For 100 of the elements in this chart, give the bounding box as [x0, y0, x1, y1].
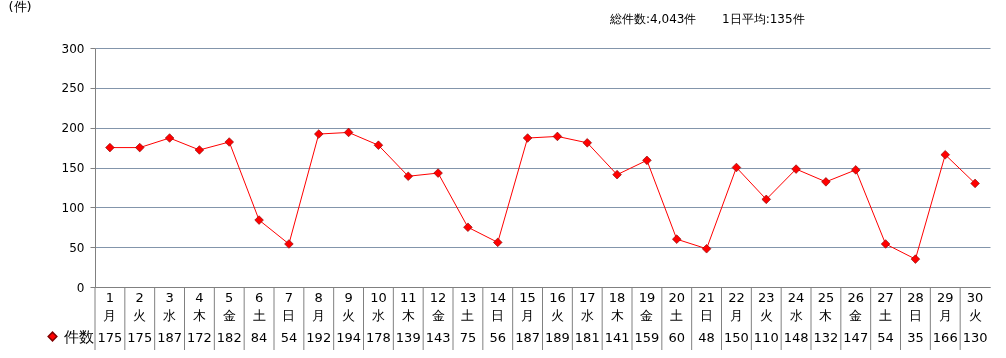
point [343, 127, 354, 138]
data-label: 194 [336, 329, 361, 345]
data-label: 110 [753, 329, 779, 345]
data-label: 150 [724, 329, 749, 345]
y-tick-label: 150 [61, 161, 85, 175]
data-label: 132 [813, 329, 839, 345]
point [851, 165, 861, 175]
data-label: 130 [962, 329, 988, 345]
x-tick-label: 9 火 [342, 289, 356, 323]
point [940, 150, 950, 160]
x-tick-label: 13 土 [459, 289, 477, 323]
data-label: 189 [545, 329, 570, 345]
x-tick-label: 16 火 [549, 289, 566, 323]
x-tick-label: 27 土 [877, 289, 894, 323]
x-tick-label: 7 日 [282, 289, 296, 323]
point [135, 142, 145, 153]
point [433, 168, 443, 178]
data-label: 182 [216, 329, 242, 345]
text: 総件数:4,043件 [609, 12, 697, 26]
point [880, 239, 891, 249]
data-label: 48 [698, 329, 715, 345]
point [731, 162, 742, 173]
x-tick-label: 6 土 [252, 289, 266, 323]
data-label: 84 [250, 329, 268, 345]
x-tick-label: 4 木 [192, 289, 206, 323]
point [105, 142, 115, 153]
data-label: 187 [157, 329, 182, 345]
data-label: 159 [634, 329, 660, 345]
x-tick-label: 20 土 [668, 289, 686, 323]
x-tick-label: 12 金 [429, 289, 447, 323]
x-tick-label: 8 月 [312, 289, 326, 323]
point [642, 155, 652, 165]
point [552, 131, 563, 142]
x-tick-label: 14 日 [489, 289, 507, 323]
data-label: 148 [783, 329, 809, 345]
x-tick-label: 23 火 [757, 289, 775, 323]
y-axis-title: (件) [8, 0, 32, 14]
data-label: 54 [280, 329, 298, 345]
y-tick-label: 50 [69, 240, 85, 255]
data-label: 187 [515, 329, 540, 345]
data-label: 175 [127, 329, 153, 345]
data-label: 175 [97, 329, 123, 345]
point [701, 244, 712, 254]
x-tick-label: 2 火 [133, 289, 147, 323]
point [821, 177, 831, 187]
point [194, 145, 205, 155]
point [373, 140, 384, 150]
x-tick-label: 10 水 [370, 289, 387, 323]
y-tick-label: 100 [61, 200, 85, 215]
x-tick-label: 17 水 [578, 289, 596, 323]
point [314, 129, 324, 139]
text: 1日平均:135件 [722, 12, 805, 26]
point [582, 138, 592, 148]
x-tick-label: 5 金 [222, 289, 236, 323]
x-tick-label: 3 水 [163, 289, 177, 323]
point [761, 194, 771, 204]
data-label: 178 [366, 329, 391, 345]
data-label: 139 [395, 329, 421, 345]
data-label: 143 [425, 329, 451, 345]
point [493, 237, 503, 248]
x-tick-label: 26 金 [847, 289, 865, 323]
x-tick-label: 25 木 [817, 289, 835, 323]
x-tick-label: 19 金 [638, 289, 656, 323]
x-tick-label: 18 木 [608, 289, 626, 323]
point [224, 137, 234, 147]
point [403, 171, 413, 181]
data-label: 172 [187, 329, 212, 345]
x-tick-label: 21 日 [698, 289, 715, 323]
data-label: 181 [574, 329, 600, 345]
point [910, 254, 921, 264]
data-label: 141 [604, 329, 630, 345]
point [164, 133, 175, 143]
data-label: 35 [907, 329, 924, 345]
x-tick-label: 29 月 [936, 289, 954, 323]
legend-label: 件数 [64, 327, 94, 346]
x-tick-label: 30 火 [966, 289, 984, 323]
x-tick-label: 28 日 [907, 289, 924, 323]
data-label: 166 [932, 329, 958, 345]
point [284, 239, 294, 249]
data-label: 56 [489, 329, 507, 345]
y-tick-label: 250 [61, 81, 85, 96]
point [254, 215, 264, 225]
x-tick-label: 22 月 [728, 289, 745, 323]
data-label: 192 [306, 329, 332, 345]
y-tick-label: 0 [76, 280, 85, 295]
x-tick-label: 1 月 [103, 289, 117, 323]
x-tick-label: 15 月 [519, 289, 536, 323]
point [672, 234, 682, 244]
y-tick-label: 200 [61, 121, 85, 136]
data-label: 54 [877, 329, 894, 345]
point [612, 170, 622, 180]
data-label: 60 [668, 329, 686, 345]
point [522, 133, 533, 143]
y-tick-label: 300 [61, 41, 85, 56]
point [791, 164, 801, 174]
x-tick-label: 11 木 [399, 289, 417, 323]
data-label: 75 [459, 329, 477, 345]
x-tick-label: 24 水 [787, 289, 805, 323]
point [970, 178, 980, 189]
data-label: 147 [843, 329, 869, 345]
